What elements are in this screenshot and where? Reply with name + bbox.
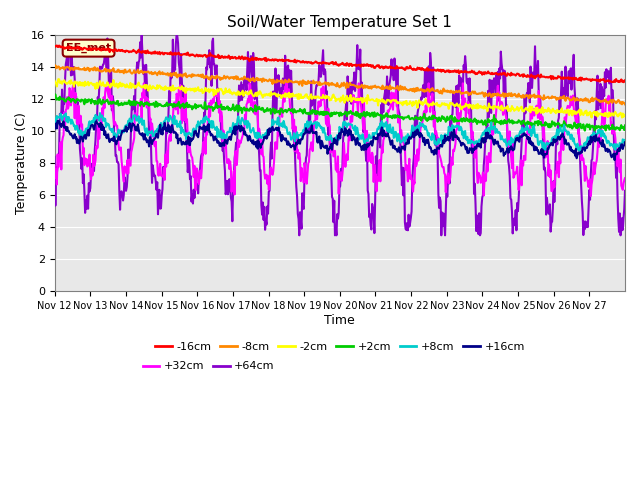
Title: Soil/Water Temperature Set 1: Soil/Water Temperature Set 1 [227,15,452,30]
Y-axis label: Temperature (C): Temperature (C) [15,112,28,214]
X-axis label: Time: Time [324,314,355,327]
Legend: +32cm, +64cm: +32cm, +64cm [138,357,279,376]
Text: EE_met: EE_met [66,43,111,53]
